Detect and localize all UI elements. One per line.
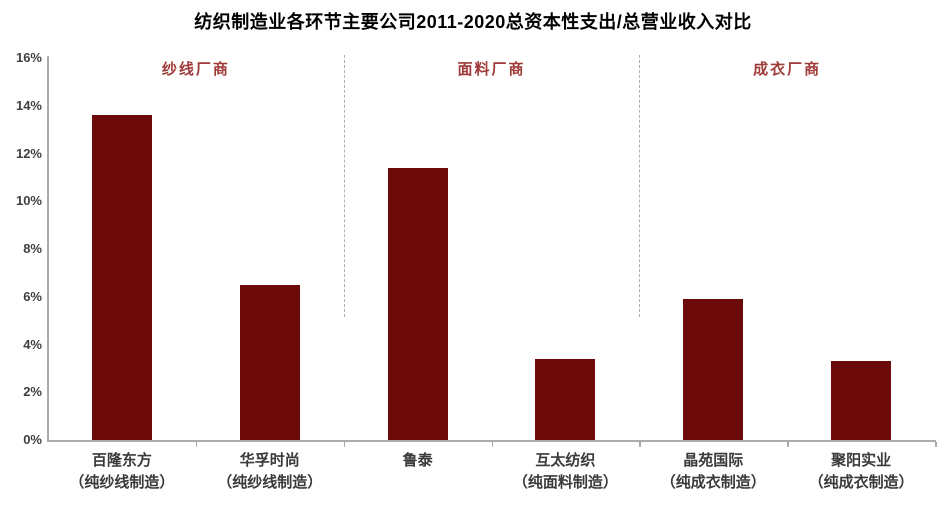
company-subtitle: （纯成衣制造） bbox=[660, 474, 766, 491]
x-axis-tick bbox=[787, 442, 789, 447]
x-axis-tick bbox=[343, 442, 346, 447]
bar bbox=[683, 299, 744, 440]
y-tick-label: 12% bbox=[15, 145, 42, 161]
x-category-label: 百隆东方 （纯纱线制造） bbox=[48, 450, 196, 494]
x-category-label: 聚阳实业 （纯成衣制造） bbox=[787, 450, 935, 494]
x-axis-tick bbox=[935, 442, 937, 447]
y-axis-line bbox=[47, 56, 49, 440]
bar bbox=[239, 284, 300, 440]
y-tick-label: 10% bbox=[15, 193, 42, 209]
company-name: 互太纺织 bbox=[535, 452, 596, 469]
company-name: 百隆东方 bbox=[91, 452, 152, 469]
bar bbox=[387, 167, 448, 440]
company-subtitle: （纯纱线制造） bbox=[69, 474, 175, 491]
bar bbox=[91, 115, 152, 440]
x-axis-tick bbox=[491, 442, 493, 447]
chart-title: 纺织制造业各环节主要公司2011-2020总资本性支出/总营业收入对比 bbox=[194, 12, 752, 32]
y-tick-label: 8% bbox=[23, 241, 42, 256]
company-subtitle: （纯成衣制造） bbox=[808, 474, 914, 491]
separator-line bbox=[343, 55, 345, 317]
x-axis-line bbox=[47, 440, 936, 442]
x-category-label: 鲁泰 bbox=[344, 450, 492, 472]
company-name: 晶苑国际 bbox=[683, 452, 744, 469]
x-category-label: 互太纺织 （纯面料制造） bbox=[492, 450, 640, 494]
x-axis-tick bbox=[639, 442, 641, 447]
x-category-label: 华孚时尚 （纯纱线制造） bbox=[196, 450, 344, 494]
bar bbox=[831, 361, 892, 440]
segment-label: 面料厂商 bbox=[457, 61, 526, 78]
y-tick-label: 14% bbox=[15, 97, 42, 113]
y-tick-label: 0% bbox=[23, 432, 42, 447]
segment-label: 成衣厂商 bbox=[753, 61, 822, 78]
company-name: 华孚时尚 bbox=[239, 452, 300, 469]
y-tick-label: 16% bbox=[15, 50, 42, 65]
company-name: 鲁泰 bbox=[402, 452, 433, 469]
y-tick-label: 6% bbox=[23, 288, 42, 304]
company-subtitle: （纯纱线制造） bbox=[217, 474, 323, 491]
y-tick-label: 2% bbox=[23, 384, 42, 400]
company-name: 聚阳实业 bbox=[831, 452, 892, 469]
bar bbox=[535, 358, 596, 440]
y-tick-label: 4% bbox=[23, 336, 42, 352]
separator-line bbox=[639, 55, 641, 317]
segment-label: 纱线厂商 bbox=[161, 61, 230, 78]
x-axis-tick bbox=[195, 442, 198, 447]
x-category-label: 晶苑国际 （纯成衣制造） bbox=[639, 450, 787, 494]
company-subtitle: （纯面料制造） bbox=[512, 474, 618, 491]
